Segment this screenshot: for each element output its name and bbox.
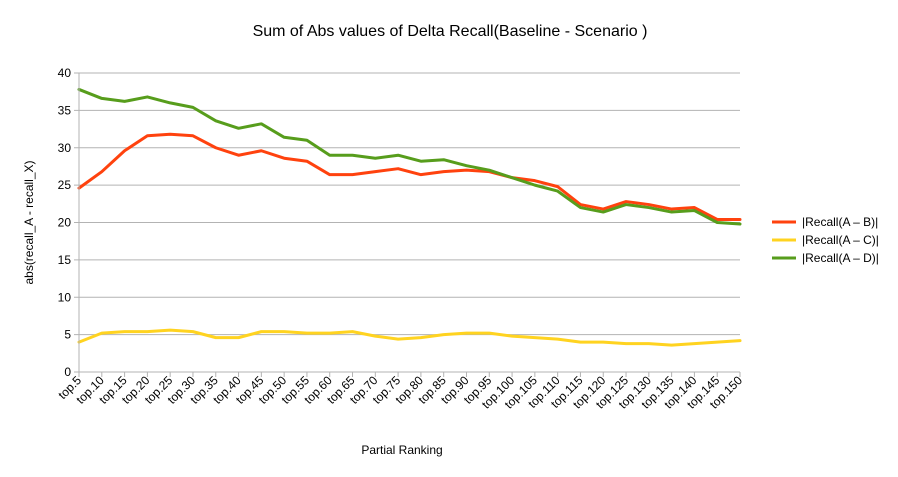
y-axis-label: abs(recall_A - recall_X) bbox=[22, 160, 36, 284]
legend-label: |Recall(A – B)| bbox=[802, 215, 878, 229]
y-tick-label: 15 bbox=[58, 253, 72, 267]
y-tick-label: 10 bbox=[58, 290, 72, 304]
y-tick-label: 20 bbox=[58, 216, 72, 230]
series-line-1 bbox=[77, 132, 742, 222]
y-tick-label: 30 bbox=[58, 141, 72, 155]
y-tick-label: 40 bbox=[58, 66, 72, 80]
series-line-3 bbox=[77, 87, 742, 226]
series-lines bbox=[77, 87, 742, 347]
legend-label: |Recall(A – C)| bbox=[802, 233, 879, 247]
y-axis-ticks: 0 5 10 15 20 25 30 35 40 bbox=[58, 66, 79, 379]
chart-title: Sum of Abs values of Delta Recall(Baseli… bbox=[253, 23, 648, 40]
legend: |Recall(A – B)| |Recall(A – C)| |Recall(A … bbox=[772, 215, 879, 265]
x-axis-ticks: top.5top.10top.15top.20top.25top.30top.3… bbox=[55, 372, 745, 411]
y-tick-label: 0 bbox=[64, 365, 71, 379]
series-line-2 bbox=[77, 328, 742, 347]
grid-lines bbox=[79, 72, 740, 373]
y-tick-label: 35 bbox=[58, 103, 72, 117]
legend-label: |Recall(A – D)| bbox=[802, 251, 879, 265]
y-tick-label: 5 bbox=[64, 328, 71, 342]
x-axis-label: Partial Ranking bbox=[361, 443, 442, 457]
y-tick-label: 25 bbox=[58, 178, 72, 192]
